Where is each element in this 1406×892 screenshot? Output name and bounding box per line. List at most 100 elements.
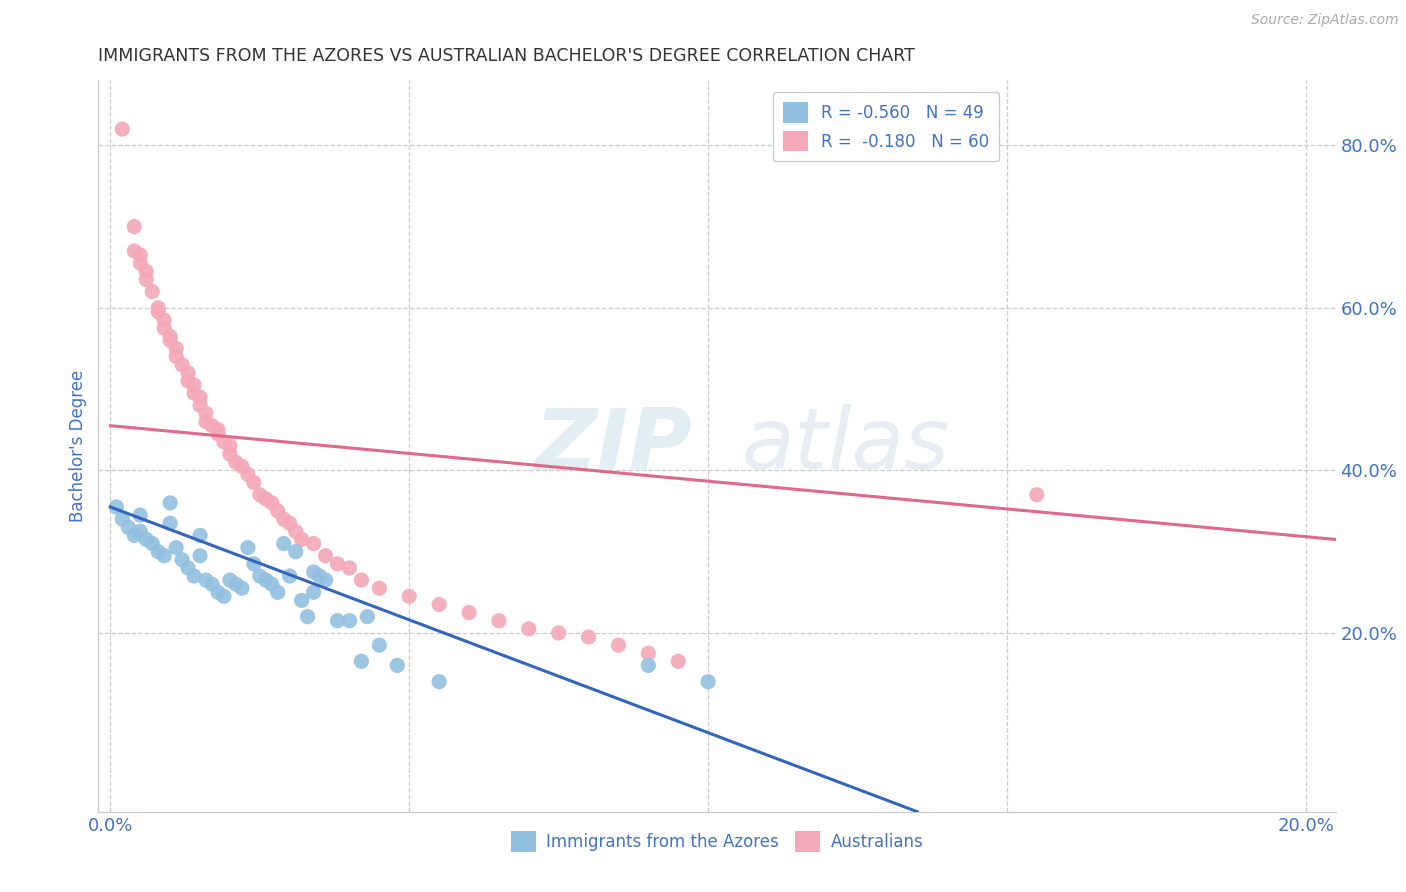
Point xyxy=(135,264,157,278)
Point xyxy=(273,512,295,526)
Point xyxy=(148,301,170,315)
Point xyxy=(165,342,187,356)
Point xyxy=(356,609,378,624)
Point xyxy=(273,536,295,550)
Point xyxy=(153,313,176,327)
Point xyxy=(398,590,420,604)
Point xyxy=(427,674,450,689)
Point xyxy=(578,630,600,644)
Point xyxy=(212,434,235,449)
Point xyxy=(697,674,720,689)
Text: IMMIGRANTS FROM THE AZORES VS AUSTRALIAN BACHELOR'S DEGREE CORRELATION CHART: IMMIGRANTS FROM THE AZORES VS AUSTRALIAN… xyxy=(98,47,915,65)
Point xyxy=(315,573,337,587)
Text: atlas: atlas xyxy=(742,404,950,488)
Point xyxy=(195,415,218,429)
Point xyxy=(267,504,290,518)
Point xyxy=(326,557,349,571)
Point xyxy=(267,585,290,599)
Point xyxy=(260,577,283,591)
Point xyxy=(387,658,409,673)
Point xyxy=(159,496,181,510)
Point xyxy=(124,219,146,234)
Point xyxy=(1025,488,1047,502)
Point xyxy=(284,544,307,558)
Point xyxy=(225,577,247,591)
Point xyxy=(207,585,229,599)
Point xyxy=(188,398,211,412)
Point xyxy=(637,646,659,660)
Point xyxy=(159,329,181,343)
Point xyxy=(188,390,211,404)
Point xyxy=(315,549,337,563)
Point xyxy=(212,590,235,604)
Point xyxy=(207,426,229,441)
Point xyxy=(607,638,630,652)
Point xyxy=(254,491,277,506)
Point xyxy=(458,606,481,620)
Point xyxy=(135,533,157,547)
Point xyxy=(308,569,330,583)
Point xyxy=(225,455,247,469)
Point xyxy=(129,508,152,522)
Point xyxy=(165,541,187,555)
Point xyxy=(231,459,253,474)
Point xyxy=(117,520,139,534)
Point xyxy=(153,549,176,563)
Point xyxy=(517,622,540,636)
Point xyxy=(368,638,391,652)
Point xyxy=(219,447,242,461)
Text: Source: ZipAtlas.com: Source: ZipAtlas.com xyxy=(1251,13,1399,28)
Point xyxy=(159,516,181,531)
Point xyxy=(172,358,194,372)
Point xyxy=(177,374,200,388)
Point xyxy=(278,516,301,531)
Point xyxy=(141,285,163,299)
Point xyxy=(124,244,146,258)
Point xyxy=(219,573,242,587)
Point xyxy=(278,569,301,583)
Point xyxy=(236,467,259,482)
Point xyxy=(153,321,176,335)
Point xyxy=(350,654,373,668)
Point xyxy=(183,378,205,392)
Point xyxy=(302,585,325,599)
Point xyxy=(111,122,134,136)
Point xyxy=(284,524,307,539)
Point xyxy=(260,496,283,510)
Point xyxy=(111,512,134,526)
Point xyxy=(183,569,205,583)
Point xyxy=(105,500,128,514)
Point xyxy=(339,614,361,628)
Point xyxy=(326,614,349,628)
Point xyxy=(302,565,325,579)
Point xyxy=(291,533,314,547)
Point xyxy=(219,439,242,453)
Point xyxy=(124,528,146,542)
Point xyxy=(195,573,218,587)
Point xyxy=(148,544,170,558)
Point xyxy=(297,609,319,624)
Point xyxy=(368,581,391,595)
Point xyxy=(141,536,163,550)
Legend: Immigrants from the Azores, Australians: Immigrants from the Azores, Australians xyxy=(505,824,929,858)
Text: ZIP: ZIP xyxy=(534,404,692,488)
Point xyxy=(165,350,187,364)
Point xyxy=(148,305,170,319)
Point xyxy=(183,386,205,401)
Y-axis label: Bachelor's Degree: Bachelor's Degree xyxy=(69,370,87,522)
Point xyxy=(243,557,266,571)
Point xyxy=(195,407,218,421)
Point xyxy=(129,248,152,262)
Point xyxy=(350,573,373,587)
Point xyxy=(207,423,229,437)
Point xyxy=(177,366,200,380)
Point xyxy=(249,569,271,583)
Point xyxy=(254,573,277,587)
Point xyxy=(177,561,200,575)
Point xyxy=(547,626,569,640)
Point xyxy=(201,418,224,433)
Point xyxy=(231,581,253,595)
Point xyxy=(135,272,157,286)
Point xyxy=(188,528,211,542)
Point xyxy=(427,598,450,612)
